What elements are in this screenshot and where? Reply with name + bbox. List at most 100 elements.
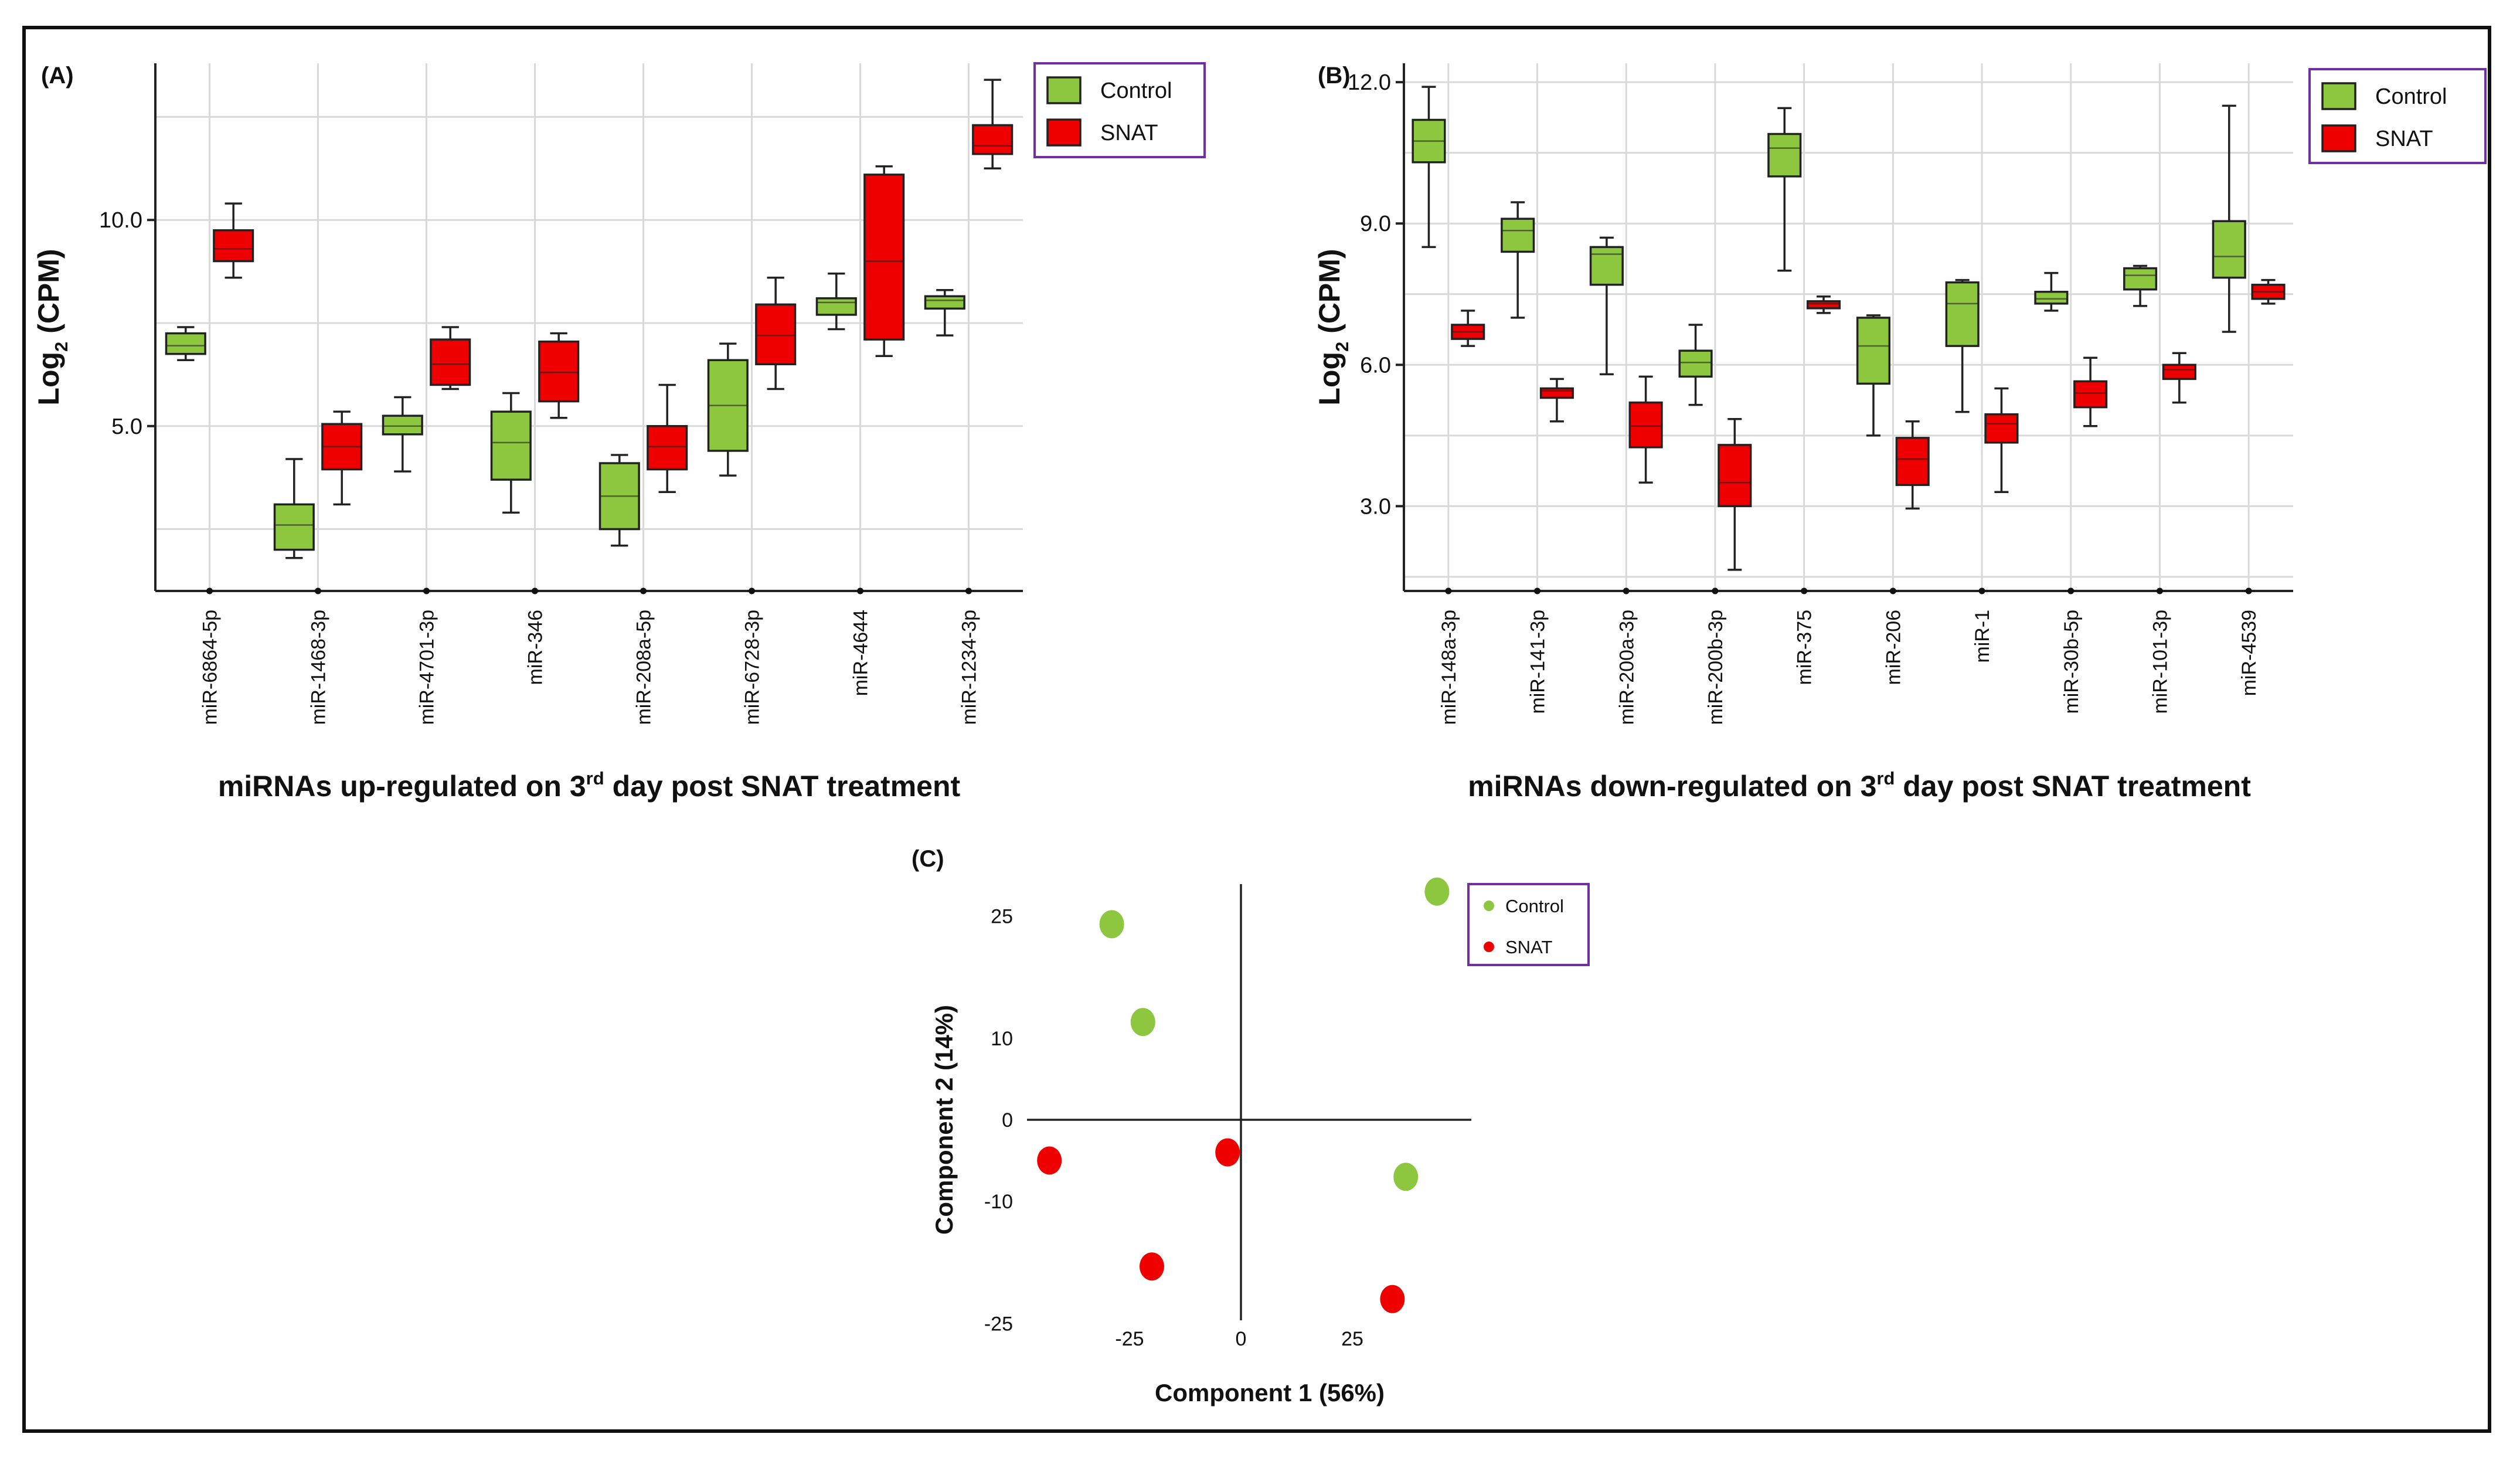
box-snat-0 bbox=[213, 202, 254, 279]
x-category-label: miR-346 bbox=[525, 610, 547, 685]
y-tick-label: 10 bbox=[991, 1028, 1013, 1050]
box-snat-0-box bbox=[213, 229, 254, 263]
y-axis-label: Log2 (CPM) bbox=[32, 249, 72, 405]
box-control-3 bbox=[490, 392, 532, 514]
point-snat-0 bbox=[1037, 1146, 1062, 1175]
x-category-label: miR-206 bbox=[1882, 610, 1905, 685]
box-snat-7 bbox=[972, 79, 1014, 170]
panel-label: (A) bbox=[41, 63, 74, 89]
box-control-1-box bbox=[1501, 218, 1535, 253]
legend-label-control: Control bbox=[1100, 79, 1172, 103]
panel-label: (B) bbox=[1318, 63, 1351, 89]
box-control-2 bbox=[382, 396, 423, 473]
box-control-6-box bbox=[1945, 281, 1980, 347]
x-tick-dot bbox=[857, 587, 863, 594]
x-tick-dot bbox=[315, 587, 321, 594]
box-snat-3-box bbox=[538, 340, 580, 403]
y-tick-label: -10 bbox=[984, 1191, 1013, 1213]
x-tick-label: 0 bbox=[1236, 1328, 1247, 1350]
box-snat-5 bbox=[755, 276, 797, 390]
box-control-7 bbox=[2034, 271, 2069, 312]
box-control-0 bbox=[1412, 86, 1446, 249]
point-snat-1 bbox=[1215, 1138, 1240, 1167]
box-snat-4 bbox=[1806, 295, 1841, 314]
point-control-1 bbox=[1099, 910, 1124, 939]
box-control-5 bbox=[1856, 314, 1891, 437]
y-tick-label: 12.0 bbox=[1348, 70, 1391, 95]
x-category-label: miR-4644 bbox=[850, 610, 872, 696]
y-tick-label: -25 bbox=[984, 1313, 1013, 1336]
box-control-8 bbox=[2123, 264, 2158, 307]
box-snat-5 bbox=[1895, 420, 1930, 510]
x-category-label: miR-30b-5p bbox=[2060, 610, 2083, 714]
box-control-6 bbox=[815, 272, 857, 331]
box-snat-4 bbox=[647, 383, 688, 493]
box-control-9-box bbox=[2212, 220, 2246, 279]
x-tick-dot bbox=[1801, 587, 1808, 594]
y-tick-label: 0 bbox=[1002, 1109, 1013, 1132]
panel-label: (C) bbox=[912, 846, 944, 872]
x-axis-title-part-1: miRNAs down-regulated on 3 bbox=[1468, 770, 1876, 803]
x-tick-dot bbox=[1445, 587, 1452, 594]
x-category-label: miR-148a-3p bbox=[1438, 610, 1460, 725]
box-chart-a: 5.0 10.0 miR-6864-5p miR-1468-3p miR-4701-3p… bbox=[32, 62, 1206, 803]
box-control-0-box bbox=[165, 332, 206, 355]
box-snat-5-box bbox=[755, 303, 797, 366]
box-control-0 bbox=[165, 326, 206, 361]
x-tick-dot bbox=[1534, 587, 1541, 594]
x-category-label: miR-6864-5p bbox=[199, 610, 222, 725]
x-axis-title-part-3: day post SNAT treatment bbox=[1895, 770, 2251, 803]
y-axis-label-part-2: 2 bbox=[1332, 342, 1352, 352]
box-control-1 bbox=[273, 458, 315, 559]
y-tick-label: 25 bbox=[991, 906, 1013, 928]
box-control-1-box bbox=[273, 503, 315, 551]
x-tick-dot bbox=[1712, 587, 1719, 594]
x-category-label: miR-200b-3p bbox=[1705, 610, 1727, 725]
box-control-4 bbox=[1767, 107, 1802, 272]
box-snat-2-box bbox=[1628, 401, 1663, 449]
box-snat-6-box bbox=[1984, 413, 2019, 444]
x-axis-title-part-1: miRNAs up-regulated on 3 bbox=[218, 770, 586, 803]
box-snat-7-box bbox=[2073, 380, 2108, 409]
x-category-label: miR-141-3p bbox=[1527, 610, 1549, 714]
box-control-1 bbox=[1501, 201, 1535, 319]
legend-label-control: Control bbox=[1505, 896, 1564, 916]
y-tick-label: 10.0 bbox=[99, 208, 142, 233]
box-control-2-box bbox=[382, 414, 423, 436]
x-axis-title: miRNAs up-regulated on 3rd day post SNAT… bbox=[218, 768, 961, 803]
y-axis-label-part-1: Log bbox=[32, 352, 65, 406]
x-tick-dot bbox=[206, 587, 213, 594]
x-category-label: miR-4701-3p bbox=[416, 610, 438, 725]
x-category-label: miR-4539 bbox=[2238, 610, 2260, 696]
x-category-label: miR-208a-5p bbox=[633, 610, 655, 725]
y-axis-label: Component 2 (14%) bbox=[930, 1005, 958, 1235]
box-snat-1-box bbox=[1539, 387, 1574, 399]
box-snat-2 bbox=[1628, 375, 1663, 484]
legend-marker-control bbox=[1484, 901, 1494, 911]
y-tick-label: 3.0 bbox=[1360, 494, 1391, 519]
box-control-9 bbox=[2212, 104, 2246, 333]
x-tick-dot bbox=[2245, 587, 2252, 594]
box-snat-2 bbox=[430, 326, 471, 390]
x-axis-title: miRNAs down-regulated on 3rd day post SN… bbox=[1468, 768, 2251, 803]
x-category-label: miR-101-3p bbox=[2149, 610, 2171, 714]
box-control-5 bbox=[707, 342, 749, 477]
y-tick-label: 5.0 bbox=[111, 414, 142, 439]
x-axis-title-part-2: rd bbox=[1876, 768, 1895, 789]
box-snat-4-box bbox=[647, 425, 688, 471]
y-axis-label-part-1: Log bbox=[1313, 352, 1346, 406]
point-control-0 bbox=[1424, 877, 1450, 906]
box-control-6-box bbox=[815, 297, 857, 316]
box-control-7-box bbox=[924, 295, 965, 310]
box-snat-8 bbox=[2162, 352, 2196, 404]
box-snat-7-box bbox=[972, 124, 1014, 155]
box-control-5-box bbox=[1856, 317, 1891, 385]
box-snat-3 bbox=[1718, 417, 1752, 571]
x-tick-dot bbox=[532, 587, 538, 594]
x-tick-dot bbox=[2156, 587, 2163, 594]
x-tick-dot bbox=[1623, 587, 1630, 594]
point-snat-2 bbox=[1140, 1252, 1164, 1281]
box-snat-6 bbox=[1984, 387, 2019, 493]
legend-swatch-control bbox=[2321, 82, 2356, 110]
